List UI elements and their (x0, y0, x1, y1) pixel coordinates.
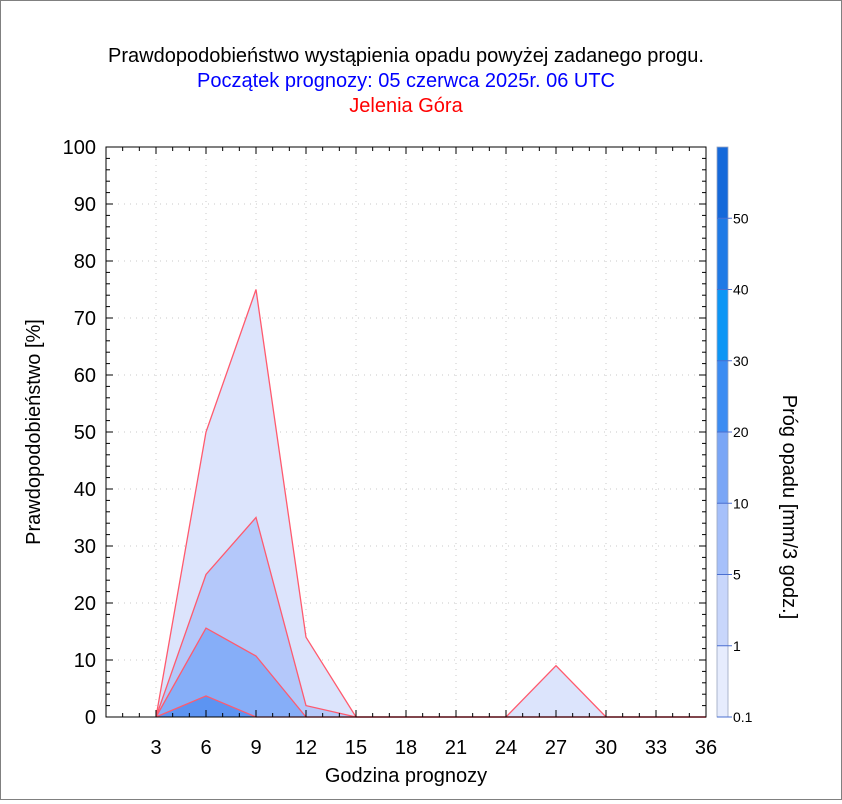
colorbar-tick-label: 0.1 (733, 709, 753, 725)
x-tick-label: 12 (295, 737, 317, 759)
x-tick-label: 27 (545, 737, 567, 759)
area-threshold-0-1 (156, 289, 706, 717)
y-tick-label: 20 (74, 593, 96, 615)
x-tick-label: 36 (695, 737, 717, 759)
colorbar-tick-label: 30 (733, 353, 749, 369)
area-threshold-1 (156, 517, 706, 717)
grid (106, 147, 706, 717)
colorbar-segment (717, 503, 728, 575)
colorbar-tick-label: 5 (733, 567, 741, 583)
colorbar-tick-label: 10 (733, 495, 749, 511)
colorbar-segment (717, 432, 728, 504)
y-tick-label: 90 (74, 194, 96, 216)
colorbar-tick-label: 50 (733, 210, 749, 226)
x-tick-label: 21 (445, 737, 467, 759)
colorbar-label: Próg opadu [mm/3 godz.] (778, 395, 800, 620)
x-tick-label: 18 (395, 737, 417, 759)
colorbar-tick-label: 20 (733, 424, 749, 440)
colorbar-segment (717, 289, 728, 361)
y-tick-label: 80 (74, 251, 96, 273)
x-tick-labels: 3 6 9 12 15 18 21 24 27 30 33 36 (150, 737, 717, 759)
y-tick-label: 50 (74, 422, 96, 444)
axes (105, 146, 707, 718)
y-tick-label: 10 (74, 650, 96, 672)
y-tick-label: 30 (74, 536, 96, 558)
colorbar-tick-label: 40 (733, 282, 749, 298)
x-tick-label: 3 (150, 737, 161, 759)
y-axis-label: Prawdopodobieństwo [%] (23, 319, 45, 545)
x-tick-label: 24 (495, 737, 517, 759)
colorbar-segment (717, 360, 728, 432)
colorbar-segment (717, 218, 728, 290)
x-tick-label: 6 (200, 737, 211, 759)
y-tick-label: 40 (74, 479, 96, 501)
x-tick-label: 33 (645, 737, 667, 759)
colorbar-segment (717, 645, 728, 717)
colorbar-tick-label: 1 (733, 638, 741, 654)
x-axis-label: Godzina prognozy (325, 765, 487, 787)
y-tick-labels: 0 10 20 30 40 50 60 70 80 90 100 (63, 137, 96, 729)
y-tick-label: 70 (74, 308, 96, 330)
plot-area: 3 6 9 12 15 18 21 24 27 30 33 36 010203040506070809… (63, 137, 718, 759)
y-tick-label: 100 (63, 137, 96, 159)
colorbar-segment (717, 574, 728, 646)
y-tick-label: 60 (74, 365, 96, 387)
colorbar-segment (717, 147, 728, 219)
chart-title: Prawdopodobieństwo wystąpienia opadu pow… (108, 45, 704, 67)
colorbar: 0.1 1 5 10 20 30 40 50 (716, 146, 753, 725)
x-tick-label: 30 (595, 737, 617, 759)
x-tick-label: 15 (345, 737, 367, 759)
location-label: Jelenia Góra (349, 95, 463, 117)
y-tick-label: 0 (85, 707, 96, 729)
x-tick-label: 9 (250, 737, 261, 759)
chart-subtitle: Początek prognozy: 05 czerwca 2025r. 06 … (197, 70, 615, 92)
